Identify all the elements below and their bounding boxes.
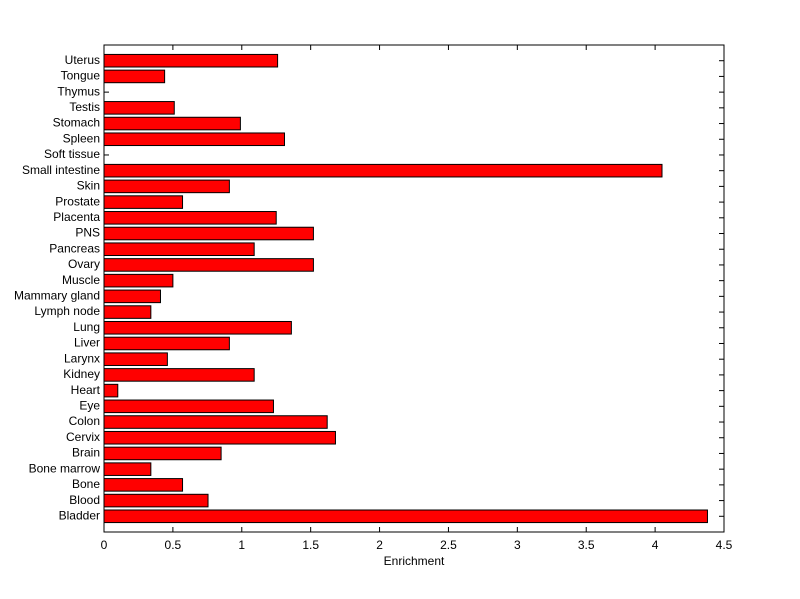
y-tick-label: Eye — [79, 398, 100, 412]
bar — [103, 383, 119, 398]
bar — [103, 195, 184, 209]
bar — [103, 493, 209, 508]
bar — [103, 226, 314, 241]
x-tick-label: 1.5 — [302, 538, 319, 552]
y-tick-label: Blood — [69, 493, 100, 507]
y-tick-label: Bladder — [59, 508, 100, 522]
bar — [103, 273, 174, 288]
x-axis-label: Enrichment — [384, 554, 445, 568]
x-tick-label: 4 — [652, 538, 659, 552]
y-tick-label: Placenta — [53, 210, 100, 224]
x-tick-label: 3.5 — [578, 538, 595, 552]
y-tick-label: Pancreas — [49, 241, 100, 255]
y-tick-label: Bone marrow — [29, 461, 101, 475]
plot-frame — [103, 44, 725, 533]
bar — [103, 116, 241, 131]
x-tick-label: 0.5 — [165, 538, 182, 552]
y-tick-label: Tongue — [61, 69, 101, 83]
y-tick-label: PNS — [75, 226, 100, 240]
y-tick-label: Liver — [74, 336, 100, 350]
bar — [103, 415, 328, 429]
bar — [103, 399, 274, 414]
y-tick-label: Small intestine — [22, 163, 100, 177]
y-tick-label: Ovary — [68, 257, 100, 271]
y-tick-label: Lymph node — [34, 304, 100, 318]
y-tick-label: Mammary gland — [14, 289, 100, 303]
y-tick-label: Kidney — [63, 367, 100, 381]
bar — [103, 211, 277, 225]
bar — [103, 179, 230, 194]
y-tick-label: Muscle — [62, 273, 100, 287]
bar — [103, 368, 255, 382]
y-tick-label: Colon — [69, 414, 100, 428]
y-tick-label: Spleen — [63, 131, 100, 145]
y-tick-label: Stomach — [53, 116, 100, 130]
bar — [103, 430, 336, 445]
x-tick-label: 0 — [101, 538, 108, 552]
y-tick-label: Bone — [72, 477, 100, 491]
bar — [103, 462, 152, 476]
x-tick-label: 2 — [376, 538, 383, 552]
bar — [103, 446, 222, 461]
x-tick-label: 1 — [238, 538, 245, 552]
y-tick-label: Prostate — [55, 194, 100, 208]
bar — [103, 478, 184, 492]
y-tick-label: Lung — [73, 320, 100, 334]
y-tick-label: Cervix — [66, 430, 100, 444]
bar — [103, 289, 161, 304]
bar — [103, 101, 175, 115]
bar — [103, 242, 255, 257]
x-tick-label: 2.5 — [440, 538, 457, 552]
y-tick-label: Uterus — [65, 53, 100, 67]
bar — [103, 53, 279, 68]
x-tick-label: 3 — [514, 538, 521, 552]
bar — [103, 163, 663, 178]
y-tick-label: Soft tissue — [44, 147, 100, 161]
bar — [103, 509, 708, 524]
y-tick-label: Heart — [71, 383, 101, 397]
y-tick-label: Thymus — [57, 84, 100, 98]
bar — [103, 352, 168, 366]
bar — [103, 336, 230, 351]
bar — [103, 305, 152, 319]
bar — [103, 320, 292, 335]
y-tick-label: Larynx — [64, 351, 100, 365]
y-tick-label: Testis — [69, 100, 100, 114]
y-tick-label: Brain — [72, 446, 100, 460]
x-tick-label: 4.5 — [716, 538, 733, 552]
bar — [103, 132, 285, 147]
bar — [103, 258, 314, 272]
bar — [103, 69, 166, 84]
y-tick-label: Skin — [77, 179, 100, 193]
